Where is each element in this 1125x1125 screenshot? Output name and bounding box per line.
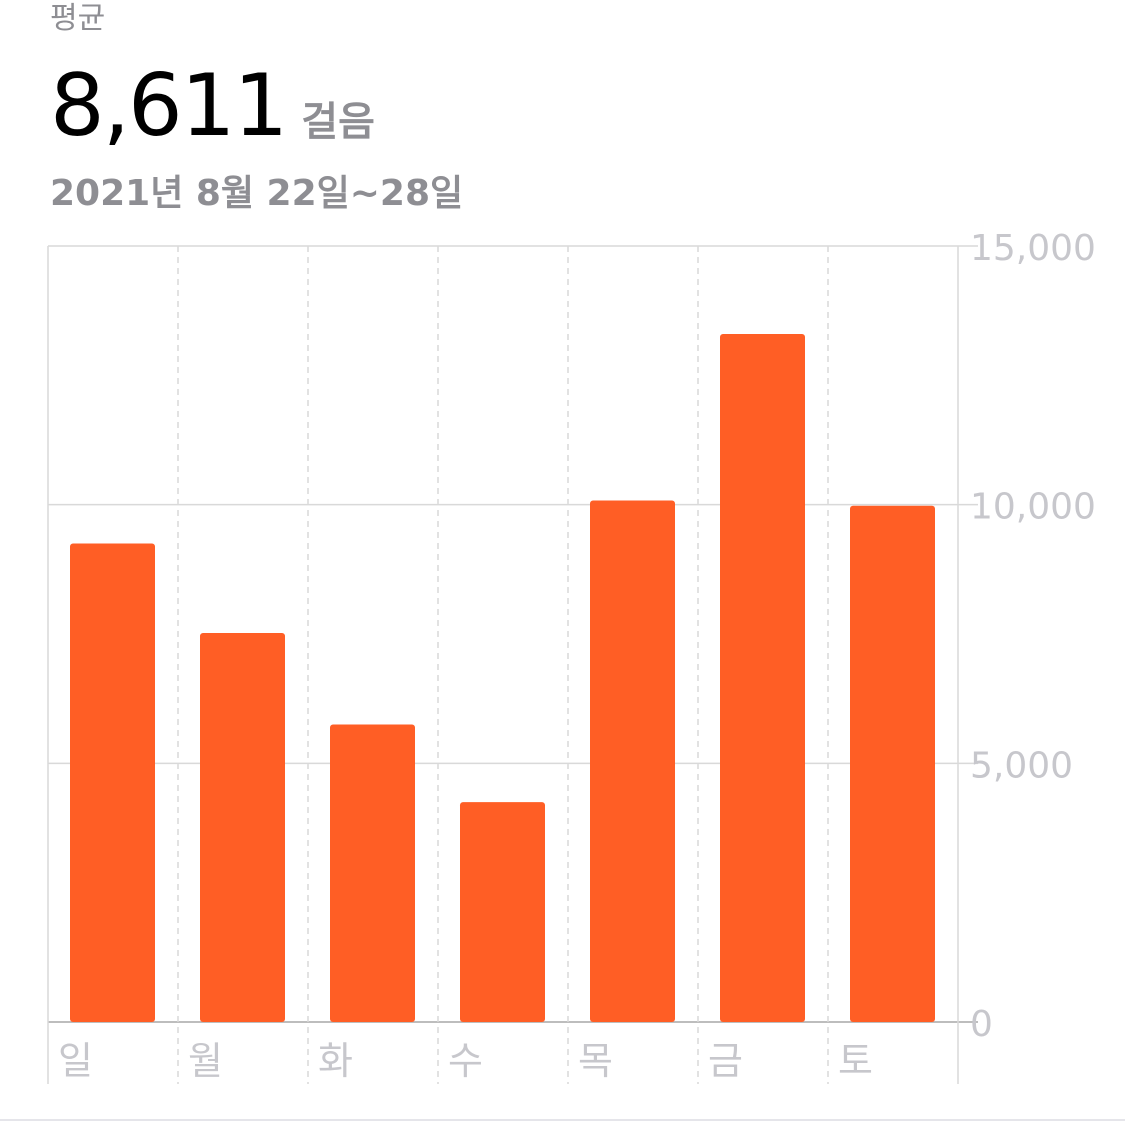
x-tick-label: 토 bbox=[838, 1039, 873, 1083]
average-unit: 걸음 bbox=[301, 99, 375, 145]
bar-1[interactable] bbox=[200, 632, 285, 1022]
x-tick-label: 목 bbox=[578, 1039, 613, 1083]
x-tick-label: 일 bbox=[58, 1039, 93, 1083]
bar-layer bbox=[70, 333, 935, 1023]
date-range: 2021년 8월 22일~28일 bbox=[50, 173, 464, 214]
bar-4[interactable] bbox=[590, 500, 675, 1022]
average-row: 8,611 걸음 bbox=[50, 56, 375, 156]
bar-2[interactable] bbox=[330, 724, 415, 1022]
x-tick-label: 수 bbox=[448, 1039, 483, 1083]
bar-5[interactable] bbox=[720, 333, 805, 1022]
bar-3[interactable] bbox=[460, 802, 545, 1022]
y-tick-label: 5,000 bbox=[970, 745, 1073, 786]
y-tick-label: 15,000 bbox=[970, 228, 1096, 269]
bar-0[interactable] bbox=[70, 543, 155, 1022]
average-label: 평균 bbox=[50, 1, 106, 36]
x-tick-label: 월 bbox=[188, 1039, 223, 1083]
y-tick-label: 10,000 bbox=[970, 487, 1096, 528]
label-layer: 0 5,000 10,000 15,000 일 월 화 수 목 금 토 bbox=[58, 228, 1096, 1083]
x-tick-label: 화 bbox=[318, 1039, 353, 1083]
bar-6[interactable] bbox=[850, 505, 935, 1023]
bottom-divider bbox=[0, 1119, 1125, 1121]
average-value: 8,611 bbox=[50, 56, 288, 156]
x-tick-label: 금 bbox=[708, 1039, 743, 1083]
y-tick-label: 0 bbox=[970, 1004, 993, 1045]
